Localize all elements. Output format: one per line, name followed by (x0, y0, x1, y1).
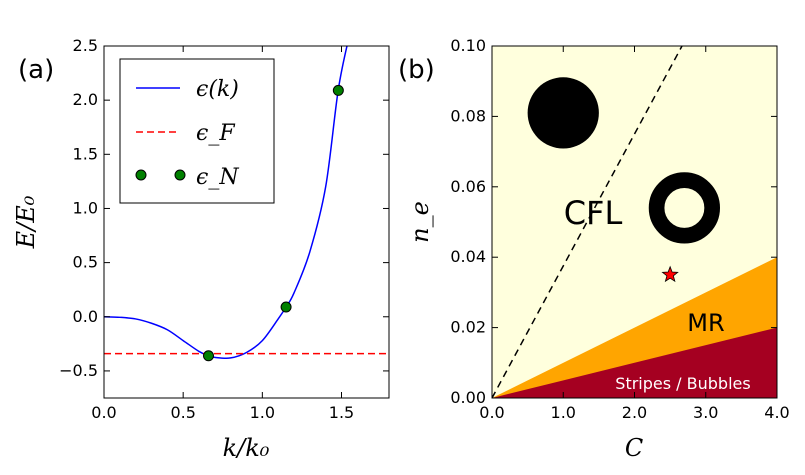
x-tick-label: 0.0 (91, 403, 116, 422)
x-tick-label: 2.0 (622, 403, 647, 422)
y-tick-label: 0.0 (73, 307, 98, 326)
panel-b-label: (b) (398, 55, 435, 85)
panel-b: (b) 0.0 1.0 2.0 3.0 4.0 0.00 0.02 0.04 0.06 0.08 0… (398, 36, 790, 462)
legend-marker-swatch-1 (135, 169, 147, 181)
series-epsilon-n-point (203, 350, 214, 362)
panel-a: (a) 0.0 0.5 1.0 1.5 −0.5 0.0 0.5 1.0 1.5 2.0 2.5 k… (12, 36, 390, 462)
y-tick-label: 1.5 (73, 144, 98, 163)
x-tick-label: 3.0 (693, 403, 718, 422)
y-tick-label: 1.0 (73, 198, 98, 217)
legend-entry-epsilon-f: ϵ_F (196, 121, 235, 146)
panel-a-legend: ϵ(k) ϵ_F ϵ_N (119, 58, 275, 204)
series-epsilon-n-point (332, 84, 344, 96)
y-tick-label: 0.10 (450, 36, 486, 55)
x-tick-label: 1.0 (250, 403, 275, 422)
y-tick-label: 0.02 (450, 318, 486, 337)
legend-box (119, 58, 275, 204)
filled-disk-icon (527, 77, 599, 149)
panel-b-ylabel: n_e (406, 201, 434, 243)
x-tick-label: 1.0 (551, 403, 576, 422)
x-tick-label: 4.0 (764, 403, 789, 422)
region-label-mr: MR (687, 309, 724, 337)
panel-a-xlabel: k/k₀ (223, 434, 270, 462)
star-icon (661, 265, 679, 283)
legend-entry-epsilon-n: ϵ_N (196, 165, 239, 190)
panel-b-xlabel: C (625, 434, 643, 462)
series-epsilon-k-line (104, 46, 348, 359)
y-tick-label: 0.04 (450, 247, 486, 266)
panel-a-frame (103, 45, 390, 399)
panel-a-label: (a) (18, 55, 54, 85)
y-tick-label: 2.5 (73, 36, 98, 55)
y-tick-label: 2.0 (73, 90, 98, 109)
ring-icon (648, 172, 721, 244)
region-label-stripes-bubbles: Stripes / Bubbles (615, 374, 750, 393)
series-epsilon-n-point (280, 301, 292, 313)
y-tick-label: 0.00 (450, 388, 486, 407)
x-tick-label: 0.5 (170, 403, 195, 422)
cfl-boundary-dashed-line (492, 46, 683, 398)
y-tick-label: −0.5 (59, 361, 98, 380)
legend-marker-swatch-2 (174, 169, 186, 181)
legend-entry-epsilon-k: ϵ(k) (196, 77, 239, 102)
region-label-cfl: CFL (564, 194, 623, 232)
x-tick-label: 0.0 (479, 403, 504, 422)
y-tick-label: 0.08 (450, 106, 486, 125)
y-tick-label: 0.06 (450, 177, 486, 196)
panel-a-ylabel: E/E₀ (12, 195, 40, 249)
x-tick-label: 1.5 (329, 403, 354, 422)
y-tick-label: 0.5 (73, 253, 98, 272)
region-stripes-bubbles (492, 327, 777, 398)
